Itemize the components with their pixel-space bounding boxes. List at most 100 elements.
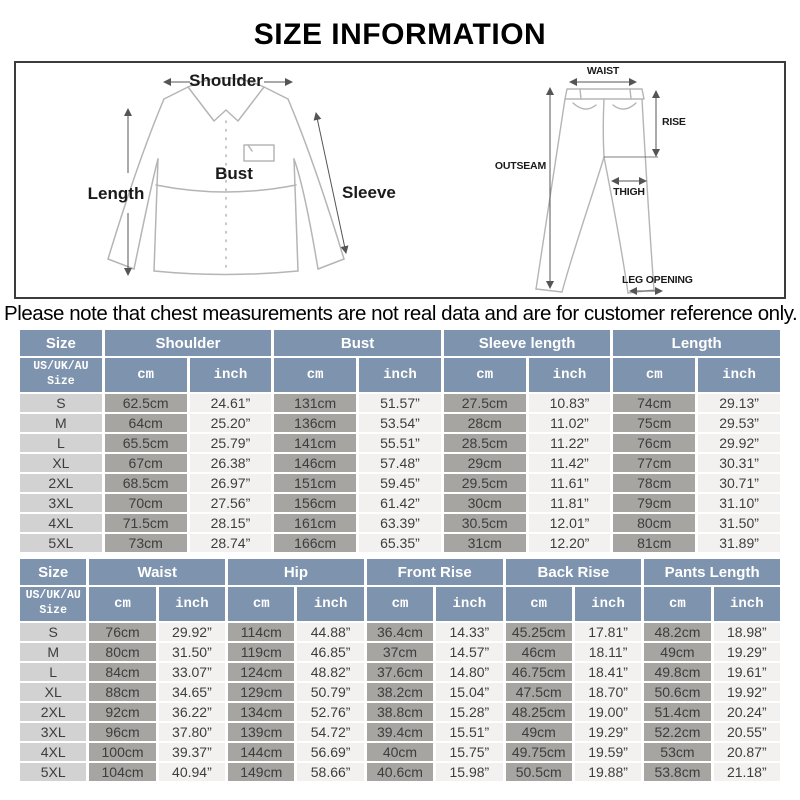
measurement-cell: 46cm <box>505 643 572 661</box>
measurement-cell: 20.24” <box>713 703 780 721</box>
size-system-header: US/UK/AU Size <box>20 587 87 621</box>
unit-header: inch <box>436 587 503 621</box>
unit-header: inch <box>359 358 441 392</box>
measurement-cell: 119cm <box>228 643 295 661</box>
measurement-cell: 51.57” <box>359 394 441 412</box>
measurement-cell: 25.20” <box>189 414 272 432</box>
measurement-cell: 31.89” <box>698 534 780 552</box>
unit-header: inch <box>713 587 780 621</box>
table-row: 5XL 104cm 40.94” 149cm 58.66” 40.6cm 15.98” 50.… <box>20 763 780 781</box>
measurement-cell: 131cm <box>274 394 357 412</box>
measurement-cell: 65.35” <box>359 534 441 552</box>
pants-leg-opening-label: LEG OPENING <box>622 274 693 286</box>
pants-outseam-label: OUTSEAM <box>494 160 546 172</box>
measurement-cell: 38.8cm <box>366 703 434 721</box>
measurement-cell: 19.29” <box>713 643 780 661</box>
measurement-cell: 11.61” <box>528 474 611 492</box>
measurement-cell: 53.54” <box>359 414 441 432</box>
measurement-cell: 31.50” <box>158 643 226 661</box>
measurement-cell: 48.25cm <box>505 703 572 721</box>
measurement-cell: 11.02” <box>528 414 611 432</box>
tops-size-table: Size Shoulder Bust Sleeve length Length US/UK… <box>17 328 783 554</box>
measurement-cell: 15.75” <box>436 743 503 761</box>
measurement-cell: 18.11” <box>574 643 642 661</box>
measurement-cell: 149cm <box>228 763 295 781</box>
measurement-cell: 33.07” <box>158 663 226 681</box>
pants-waist-label: WAIST <box>586 65 620 77</box>
measurement-cell: 50.79” <box>297 683 364 701</box>
measurement-cell: 62.5cm <box>104 394 187 412</box>
page-title: SIZE INFORMATION <box>253 18 547 51</box>
measurement-cell: 141cm <box>274 434 357 452</box>
group-header: Waist <box>89 559 226 585</box>
size-cell: S <box>20 623 87 641</box>
measurement-cell: 55.51” <box>359 434 441 452</box>
measurement-cell: 58.66” <box>297 763 364 781</box>
pants-diagram: WAIST RISE OUTSEAM THIGH LEG OPENING <box>400 63 784 297</box>
measurement-cell: 46.75cm <box>505 663 572 681</box>
unit-header: cm <box>644 587 711 621</box>
size-cell: XL <box>20 454 102 472</box>
group-header: Back Rise <box>505 559 642 585</box>
measurement-cell: 65.5cm <box>104 434 187 452</box>
table-header-row: Size Shoulder Bust Sleeve length Length <box>20 330 780 356</box>
measurement-cell: 30cm <box>443 494 526 512</box>
measurement-cell: 77cm <box>613 454 696 472</box>
note-text: Please note that chest measurements are … <box>4 302 798 325</box>
measurement-cell: 28.74” <box>189 534 272 552</box>
measurement-cell: 68.5cm <box>104 474 187 492</box>
measurement-cell: 36.22” <box>158 703 226 721</box>
measurement-cell: 74cm <box>613 394 696 412</box>
measurement-cell: 18.41” <box>574 663 642 681</box>
size-cell: 5XL <box>20 534 102 552</box>
measurement-cell: 136cm <box>274 414 357 432</box>
measurement-cell: 79cm <box>613 494 696 512</box>
measurement-cell: 14.80” <box>436 663 503 681</box>
shirt-length-label: Length <box>87 184 145 203</box>
table-row: S 62.5cm 24.61” 131cm 51.57” 27.5cm 10.83” 74cm… <box>20 394 780 412</box>
measurement-cell: 161cm <box>274 514 357 532</box>
size-cell: M <box>20 414 102 432</box>
table-row: XL 67cm 26.38” 146cm 57.48” 29cm 11.42” 77cm 30.… <box>20 454 780 472</box>
measurement-cell: 28.5cm <box>443 434 526 452</box>
measurement-cell: 52.76” <box>297 703 364 721</box>
unit-header: inch <box>528 358 611 392</box>
measurement-cell: 12.20” <box>528 534 611 552</box>
unit-header: cm <box>505 587 572 621</box>
garment-diagram-box: Shoulder Length Bust Sleeve <box>14 61 786 299</box>
measurement-cell: 30.31” <box>698 454 780 472</box>
measurement-cell: 75cm <box>613 414 696 432</box>
measurement-cell: 18.70” <box>574 683 642 701</box>
unit-header: cm <box>104 358 187 392</box>
unit-header: inch <box>698 358 780 392</box>
measurement-cell: 50.5cm <box>505 763 572 781</box>
measurement-cell: 21.18” <box>713 763 780 781</box>
measurement-cell: 100cm <box>89 743 156 761</box>
measurement-cell: 27.5cm <box>443 394 526 412</box>
size-cell: L <box>20 663 87 681</box>
size-system-header: US/UK/AU Size <box>20 358 102 392</box>
unit-header: cm <box>443 358 526 392</box>
measurement-cell: 29.92” <box>158 623 226 641</box>
measurement-cell: 151cm <box>274 474 357 492</box>
measurement-cell: 71.5cm <box>104 514 187 532</box>
unit-header: inch <box>189 358 272 392</box>
measurement-cell: 166cm <box>274 534 357 552</box>
size-cell: S <box>20 394 102 412</box>
pants-thigh-label: THIGH <box>613 186 645 198</box>
measurement-cell: 53cm <box>644 743 711 761</box>
measurement-cell: 11.42” <box>528 454 611 472</box>
measurement-cell: 19.61” <box>713 663 780 681</box>
pants-drawing <box>535 78 663 295</box>
measurement-cell: 49.8cm <box>644 663 711 681</box>
measurement-cell: 15.28” <box>436 703 503 721</box>
measurement-cell: 49cm <box>644 643 711 661</box>
shirt-shoulder-label: Shoulder <box>189 71 263 90</box>
measurement-cell: 78cm <box>613 474 696 492</box>
measurement-cell: 40.94” <box>158 763 226 781</box>
shirt-drawing <box>107 77 349 276</box>
shirt-sleeve-label: Sleeve <box>342 183 396 202</box>
measurement-cell: 15.51” <box>436 723 503 741</box>
group-header: Front Rise <box>366 559 503 585</box>
